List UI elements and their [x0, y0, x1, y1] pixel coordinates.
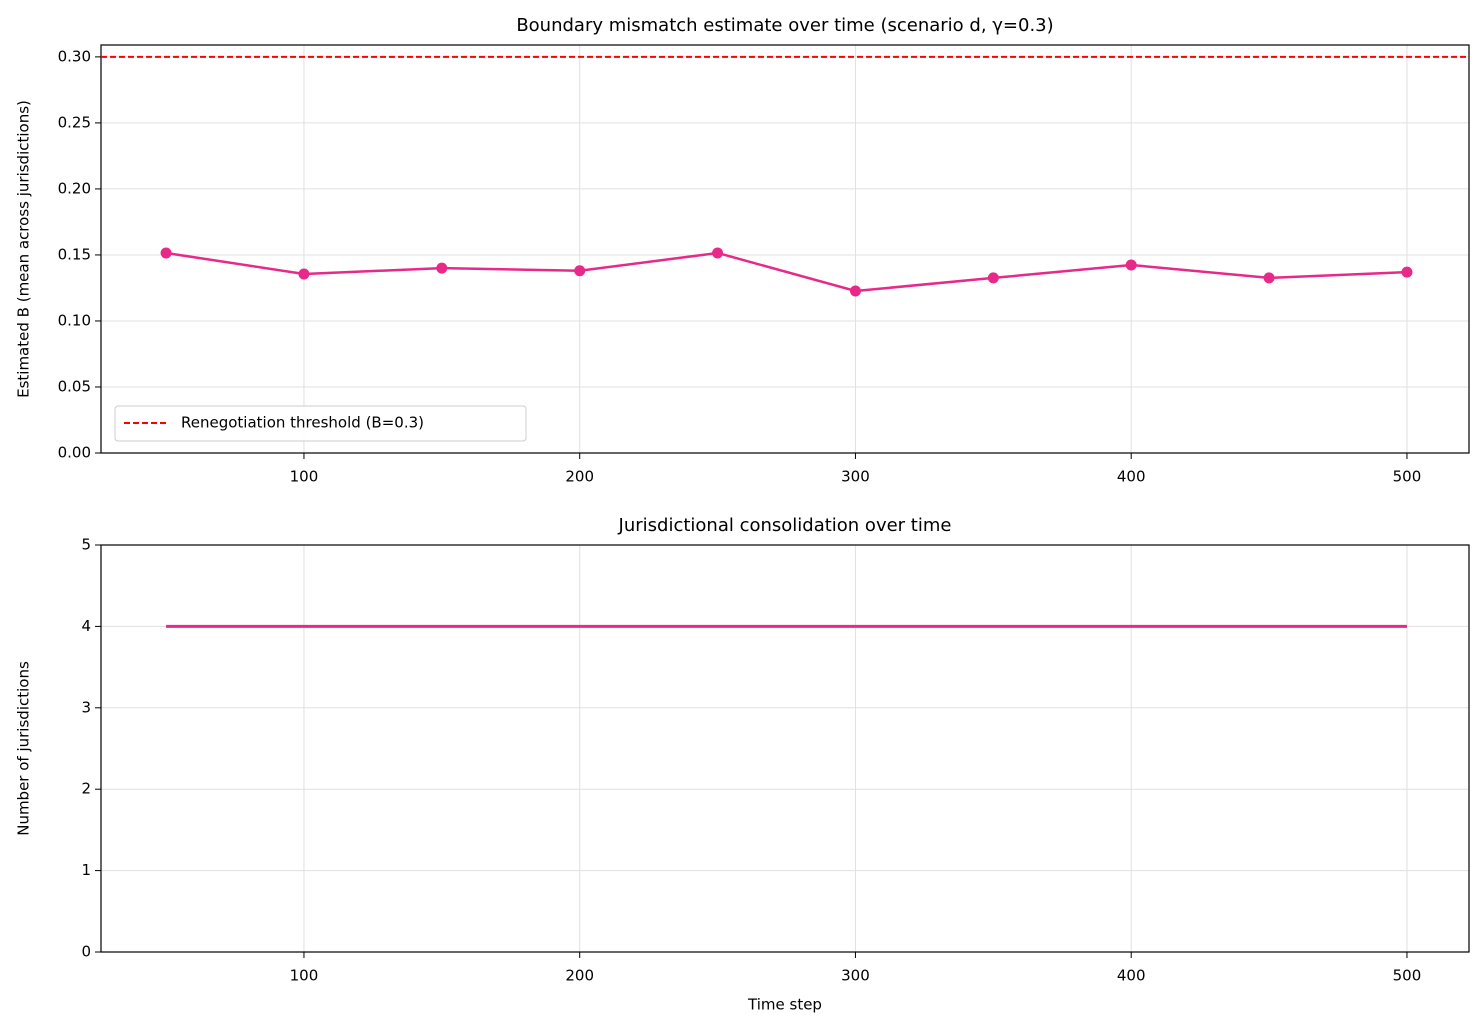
- x-tick-label: 100: [290, 468, 319, 486]
- y-tick-label: 0.30: [58, 47, 91, 65]
- y-tick-label: 0.05: [58, 377, 91, 395]
- y-axis-label: Estimated B (mean across jurisdictions): [15, 100, 33, 398]
- x-tick-label: 400: [1117, 468, 1146, 486]
- chart-title: Boundary mismatch estimate over time (sc…: [516, 15, 1053, 36]
- y-tick-label: 0.00: [58, 444, 91, 462]
- data-point: [987, 272, 999, 284]
- y-tick-label: 1: [81, 861, 91, 879]
- legend-label: Renegotiation threshold (B=0.3): [181, 414, 424, 432]
- data-line: [165, 251, 1408, 293]
- data-point: [160, 247, 172, 259]
- x-axis-label: Time step: [747, 996, 822, 1014]
- y-tick-label: 3: [81, 698, 91, 716]
- y-tick-label: 0.10: [58, 311, 91, 329]
- x-tick-label: 300: [841, 468, 870, 486]
- data-point: [712, 247, 724, 259]
- plot-frame: [100, 544, 1470, 953]
- chart-title: Jurisdictional consolidation over time: [618, 515, 952, 536]
- data-point: [298, 268, 310, 280]
- y-axis-label: Number of jurisdictions: [15, 661, 33, 836]
- plot-frame: [100, 44, 1470, 454]
- data-point: [849, 285, 861, 297]
- x-tick-label: 300: [841, 967, 870, 985]
- x-tick-label: 100: [290, 967, 319, 985]
- data-point: [1401, 266, 1413, 278]
- y-tick-label: 5: [81, 536, 91, 554]
- y-tick-label: 0.20: [58, 179, 91, 197]
- data-point: [436, 262, 448, 274]
- y-tick-label: 2: [81, 780, 91, 798]
- x-tick-label: 200: [565, 967, 594, 985]
- x-tick-label: 400: [1117, 967, 1146, 985]
- x-tick-label: 500: [1393, 967, 1422, 985]
- data-point: [1125, 259, 1137, 271]
- x-tick-label: 500: [1393, 468, 1422, 486]
- y-tick-label: 0.25: [58, 113, 91, 131]
- y-tick-label: 4: [81, 617, 91, 635]
- data-point: [574, 265, 586, 277]
- legend-box: [114, 405, 527, 442]
- y-tick-label: 0.15: [58, 245, 91, 263]
- data-point: [1263, 272, 1275, 284]
- x-tick-label: 200: [565, 468, 594, 486]
- y-tick-label: 0: [81, 943, 91, 961]
